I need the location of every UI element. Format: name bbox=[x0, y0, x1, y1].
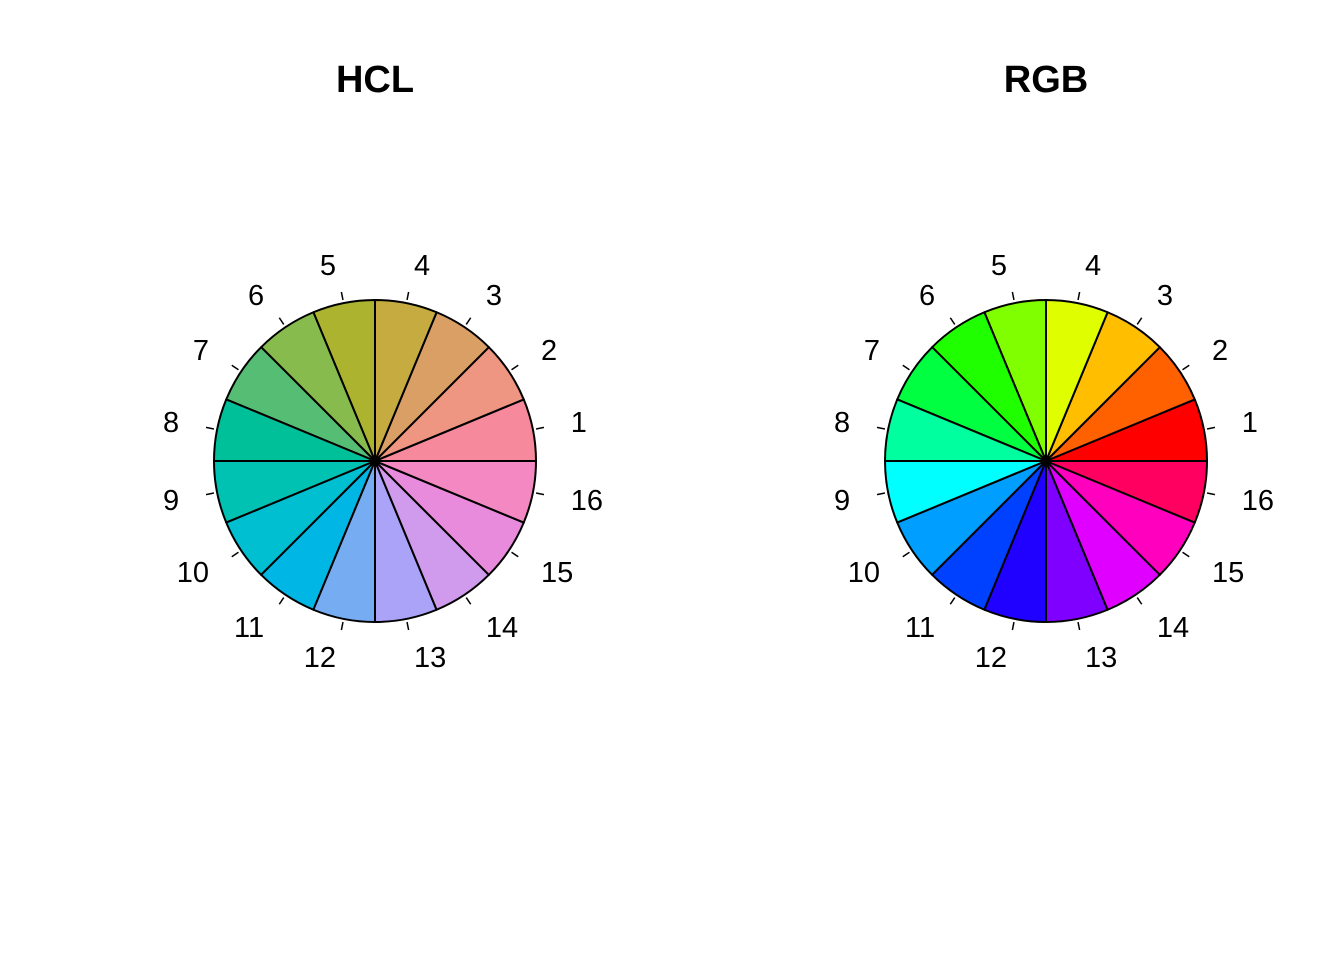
rgb-slice-label-12: 12 bbox=[975, 642, 1007, 674]
hcl-slice-label-3: 3 bbox=[486, 280, 502, 312]
hcl-slice-label-16: 16 bbox=[571, 485, 603, 517]
rgb-slice-tick-14 bbox=[1136, 597, 1143, 605]
hcl-slice-label-6: 6 bbox=[248, 280, 264, 312]
hcl-slice-tick-14 bbox=[465, 597, 472, 605]
rgb-slice-label-2: 2 bbox=[1212, 335, 1228, 367]
hcl-slice-tick-12 bbox=[340, 621, 344, 631]
rgb-chart-title: RGB bbox=[1004, 59, 1088, 101]
rgb-slice-tick-15 bbox=[1182, 551, 1190, 558]
hcl-slice-tick-16 bbox=[535, 492, 545, 496]
rgb-slice-label-14: 14 bbox=[1157, 612, 1189, 644]
rgb-slice-tick-7 bbox=[902, 364, 910, 371]
hcl-slice-tick-10 bbox=[231, 551, 239, 558]
rgb-slice-label-13: 13 bbox=[1085, 642, 1117, 674]
rgb-slice-tick-8 bbox=[876, 426, 886, 430]
rgb-slice-label-3: 3 bbox=[1157, 280, 1173, 312]
rgb-slice-tick-6 bbox=[949, 317, 956, 325]
rgb-slice-tick-16 bbox=[1206, 492, 1216, 496]
hcl-slice-label-15: 15 bbox=[541, 557, 573, 589]
rgb-slice-label-4: 4 bbox=[1085, 250, 1101, 282]
hcl-slice-tick-5 bbox=[340, 291, 344, 301]
rgb-slice-tick-10 bbox=[902, 551, 910, 558]
hcl-slice-label-5: 5 bbox=[320, 250, 336, 282]
rgb-slice-tick-11 bbox=[949, 597, 956, 605]
rgb-slice-tick-9 bbox=[876, 492, 886, 496]
hcl-slice-label-1: 1 bbox=[571, 407, 587, 439]
hcl-slice-tick-9 bbox=[205, 492, 215, 496]
rgb-slice-label-5: 5 bbox=[991, 250, 1007, 282]
rgb-slice-label-6: 6 bbox=[919, 280, 935, 312]
rgb-slice-label-15: 15 bbox=[1212, 557, 1244, 589]
hcl-slice-label-10: 10 bbox=[177, 557, 209, 589]
rgb-slice-label-7: 7 bbox=[864, 335, 880, 367]
hcl-slice-tick-1 bbox=[535, 426, 545, 430]
hcl-slice-label-11: 11 bbox=[234, 612, 264, 644]
rgb-slice-tick-13 bbox=[1077, 621, 1081, 631]
hcl-slice-label-13: 13 bbox=[414, 642, 446, 674]
hcl-slice-tick-4 bbox=[406, 291, 410, 301]
hcl-slice-label-8: 8 bbox=[163, 407, 179, 439]
rgb-pie-slices bbox=[884, 299, 1208, 623]
hcl-slice-label-4: 4 bbox=[414, 250, 430, 282]
hcl-slice-label-12: 12 bbox=[304, 642, 336, 674]
rgb-slice-tick-1 bbox=[1206, 426, 1216, 430]
rgb-slice-tick-2 bbox=[1182, 364, 1190, 371]
hcl-slice-label-2: 2 bbox=[541, 335, 557, 367]
hcl-slice-tick-3 bbox=[465, 317, 472, 325]
rgb-slice-tick-5 bbox=[1011, 291, 1015, 301]
rgb-slice-tick-3 bbox=[1136, 317, 1143, 325]
hcl-slice-tick-7 bbox=[231, 364, 239, 371]
hcl-slice-tick-2 bbox=[511, 364, 519, 371]
rgb-slice-tick-12 bbox=[1011, 621, 1015, 631]
hcl-pie-slices bbox=[213, 299, 537, 623]
hcl-pie-slice-16 bbox=[374, 460, 537, 524]
rgb-slice-label-1: 1 bbox=[1242, 407, 1258, 439]
hcl-slice-tick-8 bbox=[205, 426, 215, 430]
hcl-slice-tick-11 bbox=[278, 597, 285, 605]
rgb-slice-label-8: 8 bbox=[834, 407, 850, 439]
hcl-slice-label-9: 9 bbox=[163, 485, 179, 517]
rgb-slice-label-9: 9 bbox=[834, 485, 850, 517]
hcl-slice-tick-13 bbox=[406, 621, 410, 631]
rgb-slice-label-16: 16 bbox=[1242, 485, 1274, 517]
hcl-chart-title: HCL bbox=[336, 59, 414, 101]
hcl-slice-label-7: 7 bbox=[193, 335, 209, 367]
hcl-slice-tick-15 bbox=[511, 551, 519, 558]
rgb-slice-label-11: 11 bbox=[905, 612, 935, 644]
rgb-pie-slice-16 bbox=[1045, 460, 1208, 524]
rgb-slice-label-10: 10 bbox=[848, 557, 880, 589]
rgb-slice-tick-4 bbox=[1077, 291, 1081, 301]
hcl-slice-tick-6 bbox=[278, 317, 285, 325]
hcl-slice-label-14: 14 bbox=[486, 612, 518, 644]
